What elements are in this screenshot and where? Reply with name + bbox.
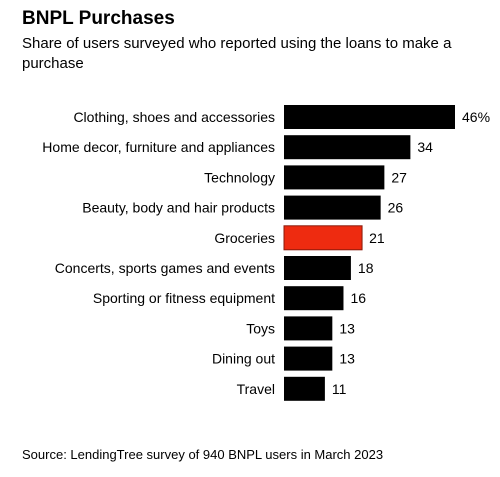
- bar: [284, 256, 351, 280]
- category-label: Travel: [237, 381, 275, 397]
- chart-title: BNPL Purchases: [22, 8, 175, 29]
- chart-subtitle: Share of users surveyed who reported usi…: [22, 35, 452, 72]
- bar: [284, 346, 333, 371]
- value-label: 16: [350, 290, 366, 306]
- category-label: Technology: [204, 169, 275, 185]
- value-label: 21: [369, 230, 385, 246]
- category-label: Beauty, body and hair products: [82, 200, 275, 216]
- bar: [284, 105, 455, 129]
- bar: [284, 195, 381, 220]
- source-note: Source: LendingTree survey of 940 BNPL u…: [22, 447, 384, 462]
- category-label: Toys: [246, 320, 275, 336]
- bar-chart: Clothing, shoes and accessories 46% Home d…: [42, 105, 490, 401]
- bar: [284, 135, 411, 160]
- category-label: Dining out: [212, 351, 275, 367]
- category-label: Sporting or fitness equipment: [93, 290, 275, 306]
- bar: [284, 165, 385, 190]
- bar-highlighted: [283, 225, 363, 251]
- value-label: 26: [388, 200, 404, 216]
- category-label: Clothing, shoes and accessories: [73, 109, 275, 125]
- value-label: 13: [339, 351, 355, 367]
- bar: [284, 316, 333, 341]
- category-label: Concerts, sports games and events: [55, 260, 275, 276]
- value-label: 11: [332, 381, 347, 397]
- value-label: 27: [391, 169, 407, 185]
- bar: [284, 376, 325, 401]
- category-label: Groceries: [214, 230, 275, 246]
- value-label: 34: [417, 139, 433, 155]
- value-label: 13: [339, 320, 355, 336]
- value-label: 18: [358, 260, 374, 276]
- bar: [284, 286, 344, 311]
- value-label: 46%: [462, 109, 490, 125]
- category-label: Home decor, furniture and appliances: [42, 139, 275, 155]
